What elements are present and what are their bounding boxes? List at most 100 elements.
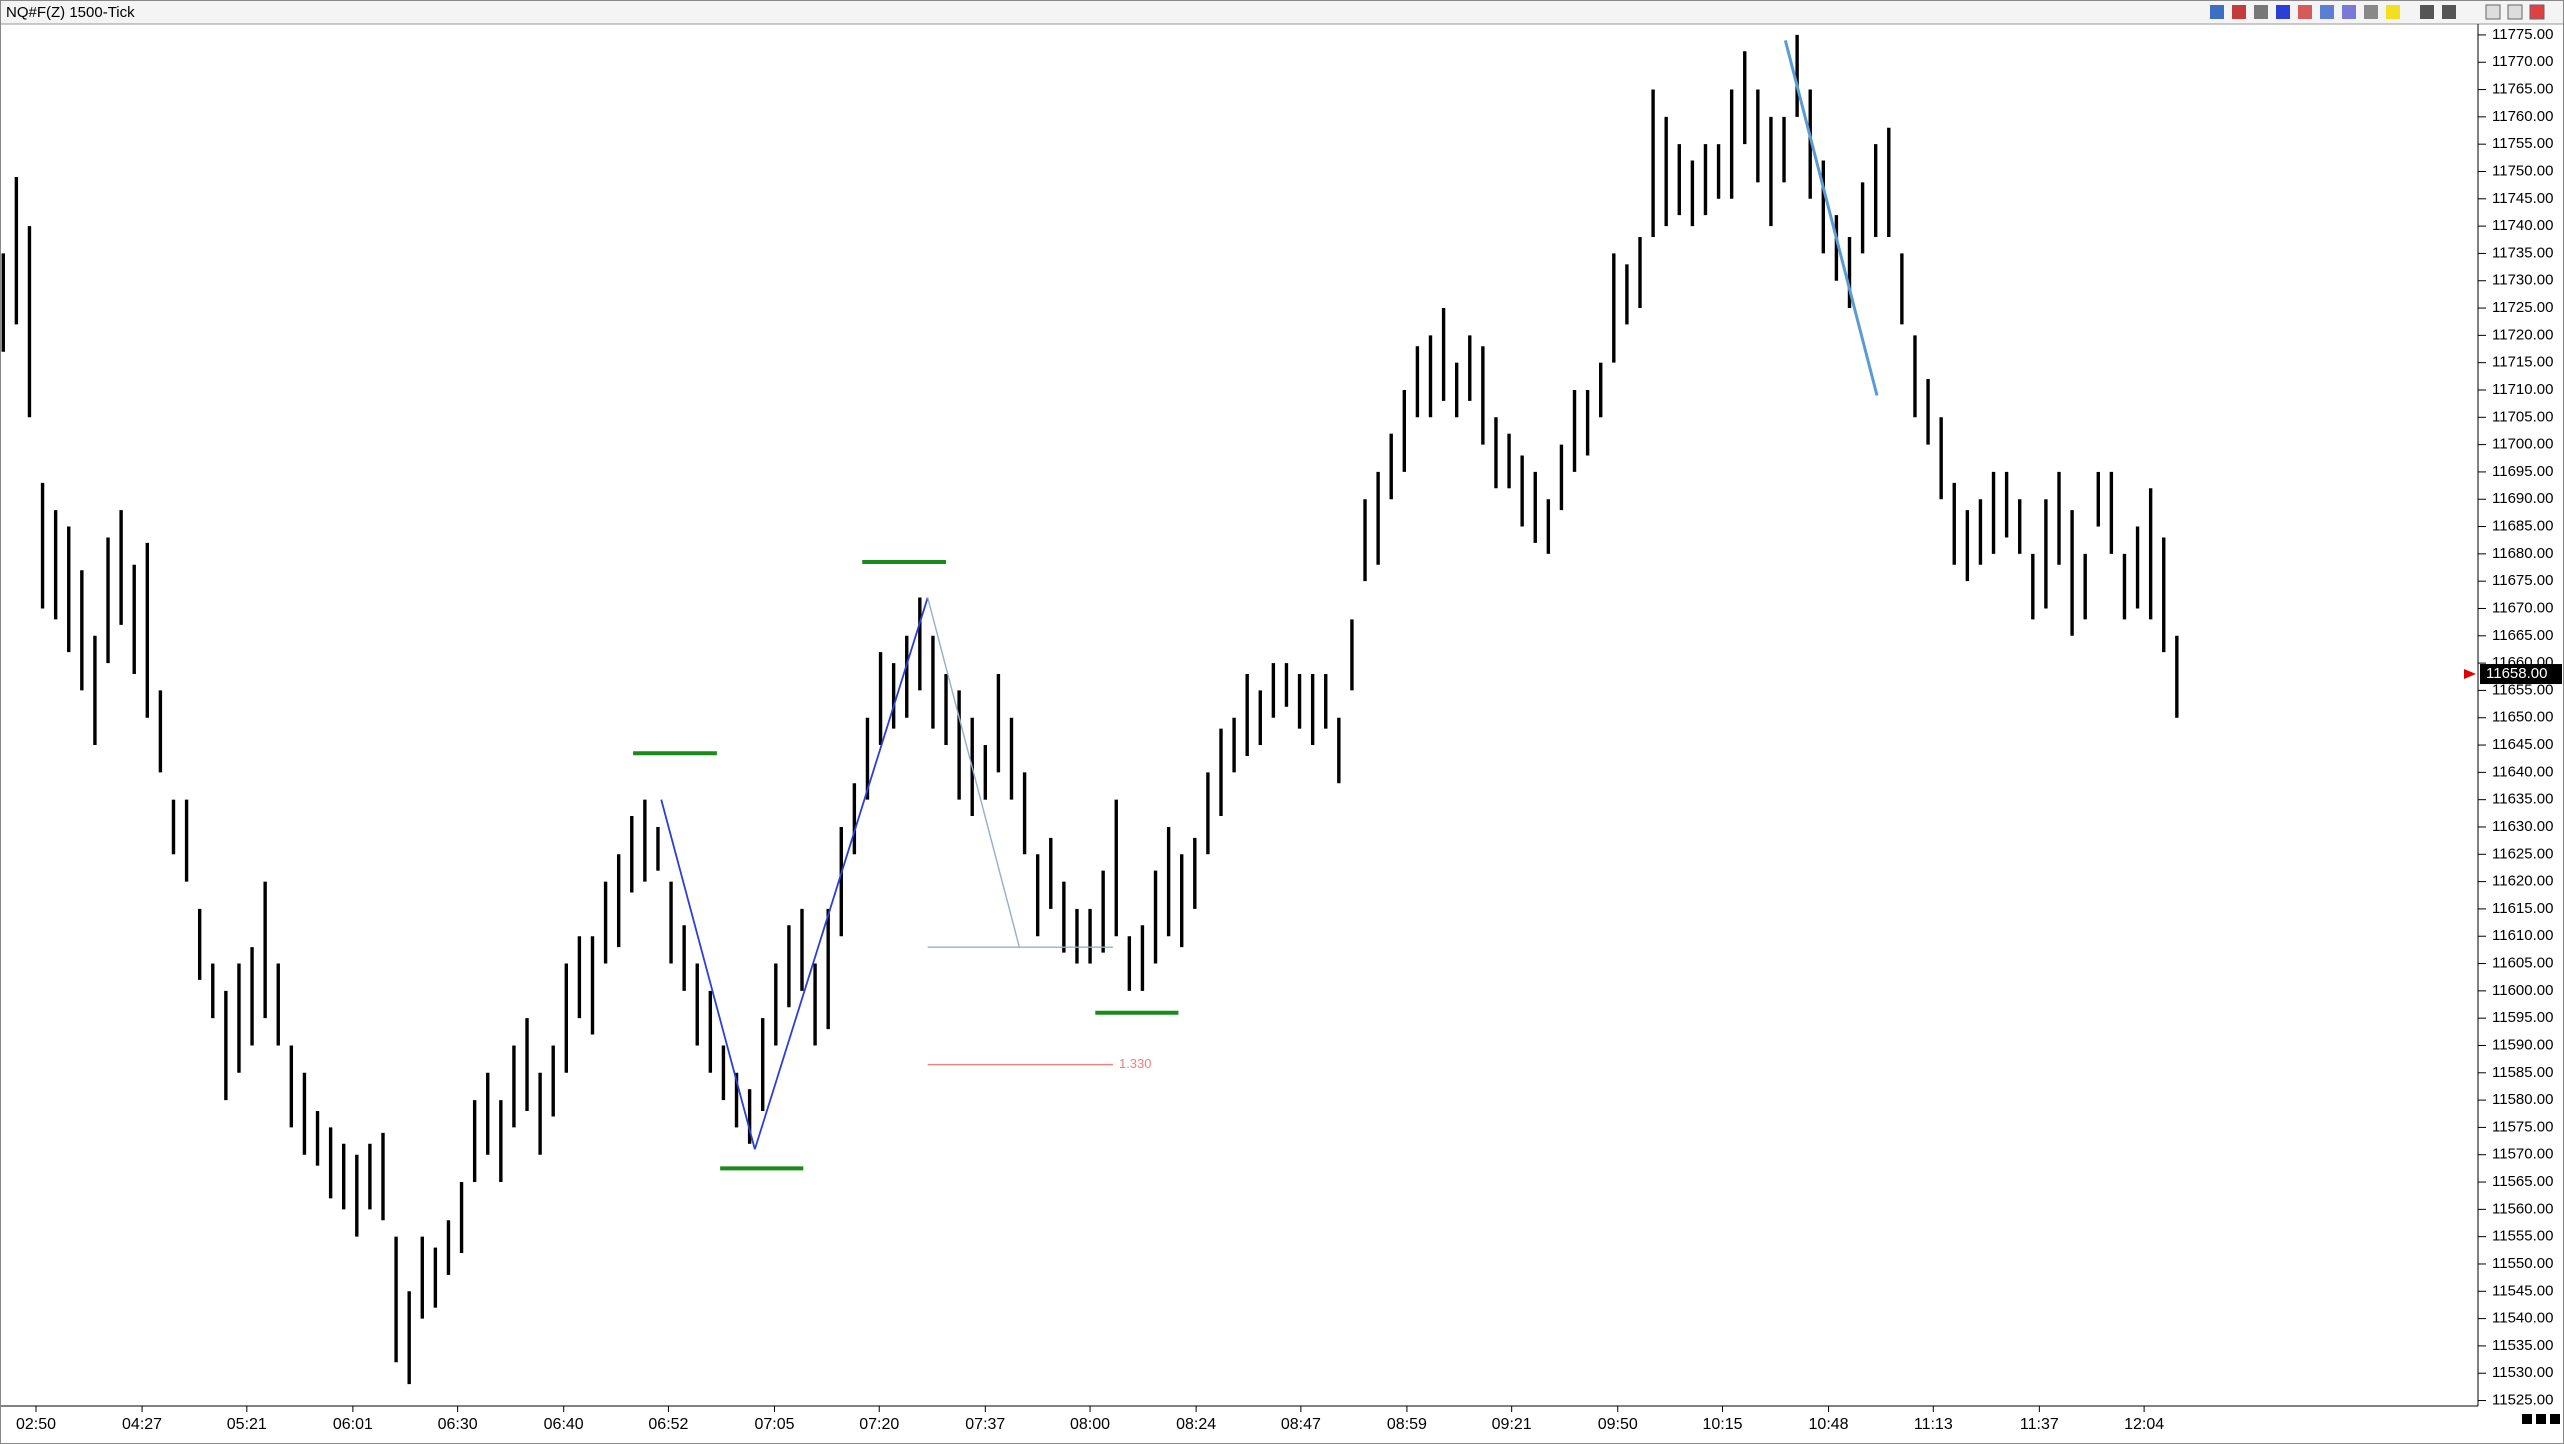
y-tick-label: 11555.00 <box>2492 1228 2553 1245</box>
y-tick-label: 11565.00 <box>2492 1173 2553 1190</box>
y-tick-label: 11665.00 <box>2492 627 2553 644</box>
y-tick-label: 11690.00 <box>2492 490 2553 507</box>
y-tick-label: 11770.00 <box>2492 53 2553 70</box>
y-tick-label: 11700.00 <box>2492 436 2553 453</box>
x-tick-label: 06:40 <box>544 1416 584 1433</box>
last-price-label: 11658.00 <box>2486 665 2547 682</box>
window-button[interactable] <box>2507 4 2523 20</box>
status-icon <box>2550 1414 2560 1424</box>
y-tick-label: 11740.00 <box>2492 217 2553 234</box>
x-tick-label: 10:15 <box>1702 1416 1742 1433</box>
y-tick-label: 11670.00 <box>2492 599 2553 616</box>
y-tick-label: 11535.00 <box>2492 1337 2553 1354</box>
y-tick-label: 11640.00 <box>2492 763 2553 780</box>
tool-icon[interactable] <box>2420 5 2434 19</box>
status-icon <box>2522 1414 2532 1424</box>
y-tick-label: 11750.00 <box>2492 162 2553 179</box>
y-tick-label: 11765.00 <box>2492 81 2553 98</box>
y-tick-label: 11630.00 <box>2492 818 2553 835</box>
x-tick-label: 07:20 <box>859 1416 899 1433</box>
y-tick-label: 11635.00 <box>2492 791 2553 808</box>
y-tick-label: 11685.00 <box>2492 518 2553 535</box>
y-tick-label: 11550.00 <box>2492 1255 2553 1272</box>
y-tick-label: 11710.00 <box>2492 381 2553 398</box>
x-tick-label: 08:24 <box>1176 1416 1216 1433</box>
y-tick-label: 11580.00 <box>2492 1091 2553 1108</box>
x-tick-label: 11:37 <box>2020 1416 2059 1433</box>
y-tick-label: 11775.00 <box>2492 26 2553 43</box>
x-tick-label: 02:50 <box>16 1416 56 1433</box>
trend-line <box>753 597 929 1150</box>
x-tick-label: 08:47 <box>1281 1416 1321 1433</box>
y-tick-label: 11610.00 <box>2492 927 2553 944</box>
x-tick-label: 08:00 <box>1070 1416 1110 1433</box>
tool-icon[interactable] <box>2320 5 2334 19</box>
x-tick-label: 12:04 <box>2124 1416 2164 1433</box>
y-tick-label: 11530.00 <box>2492 1364 2553 1381</box>
y-tick-label: 11525.00 <box>2492 1392 2553 1409</box>
tool-icon[interactable] <box>2254 5 2268 19</box>
status-icons <box>2522 1414 2560 1424</box>
y-tick-label: 11715.00 <box>2492 354 2553 371</box>
y-tick-label: 11695.00 <box>2492 463 2553 480</box>
y-tick-label: 11595.00 <box>2492 1009 2553 1026</box>
status-icon <box>2536 1414 2546 1424</box>
y-tick-label: 11650.00 <box>2492 709 2553 726</box>
x-tick-label: 09:50 <box>1598 1416 1638 1433</box>
tool-icon[interactable] <box>2386 5 2400 19</box>
trend-line <box>927 597 1021 948</box>
y-tick-label: 11655.00 <box>2492 681 2553 698</box>
tool-icon[interactable] <box>2342 5 2356 19</box>
y-tick-label: 11620.00 <box>2492 873 2553 890</box>
x-tick-label: 06:52 <box>648 1416 688 1433</box>
y-tick-label: 11600.00 <box>2492 982 2553 999</box>
y-tick-label: 11605.00 <box>2492 955 2553 972</box>
x-tick-label: 10:48 <box>1809 1416 1849 1433</box>
y-tick-label: 11645.00 <box>2492 736 2553 753</box>
y-tick-label: 11585.00 <box>2492 1064 2553 1081</box>
y-tick-label: 11735.00 <box>2492 244 2553 261</box>
x-tick-label: 09:21 <box>1492 1416 1532 1433</box>
y-tick-label: 11760.00 <box>2492 108 2553 125</box>
y-tick-label: 11540.00 <box>2492 1310 2553 1327</box>
trend-line-label: 1.330 <box>1119 1056 1152 1071</box>
tool-icon[interactable] <box>2232 5 2246 19</box>
y-tick-label: 11560.00 <box>2492 1200 2553 1217</box>
last-price-box <box>2480 664 2562 685</box>
trend-line <box>660 799 756 1150</box>
y-tick-label: 11570.00 <box>2492 1146 2553 1163</box>
y-tick-label: 11745.00 <box>2492 190 2553 207</box>
trend-line <box>1783 40 1879 396</box>
x-tick-label: 11:13 <box>1914 1416 1953 1433</box>
window-button[interactable] <box>2529 4 2545 20</box>
y-tick-label: 11545.00 <box>2492 1282 2553 1299</box>
y-tick-label: 11680.00 <box>2492 545 2553 562</box>
y-tick-label: 11720.00 <box>2492 326 2553 343</box>
x-tick-label: 04:27 <box>122 1416 162 1433</box>
last-price-arrow <box>2464 669 2476 680</box>
chart-title: NQ#F(Z) 1500-Tick <box>6 4 135 21</box>
x-tick-label: 07:05 <box>754 1416 794 1433</box>
window-button[interactable] <box>2485 4 2501 20</box>
x-tick-label: 06:30 <box>438 1416 478 1433</box>
header-bar <box>0 0 2564 24</box>
toolbar <box>2210 4 2545 20</box>
tool-icon[interactable] <box>2276 5 2290 19</box>
y-tick-label: 11575.00 <box>2492 1118 2553 1135</box>
x-tick-label: 08:59 <box>1387 1416 1427 1433</box>
x-tick-label: 07:37 <box>965 1416 1005 1433</box>
y-tick-label: 11705.00 <box>2492 408 2553 425</box>
y-tick-label: 11675.00 <box>2492 572 2553 589</box>
y-tick-label: 11755.00 <box>2492 135 2553 152</box>
tool-icon[interactable] <box>2364 5 2378 19</box>
y-tick-label: 11730.00 <box>2492 272 2553 289</box>
y-tick-label: 11625.00 <box>2492 845 2553 862</box>
tool-icon[interactable] <box>2210 5 2224 19</box>
y-tick-label: 11615.00 <box>2492 900 2553 917</box>
x-tick-label: 05:21 <box>227 1416 267 1433</box>
tool-icon[interactable] <box>2298 5 2312 19</box>
tool-icon[interactable] <box>2442 5 2456 19</box>
